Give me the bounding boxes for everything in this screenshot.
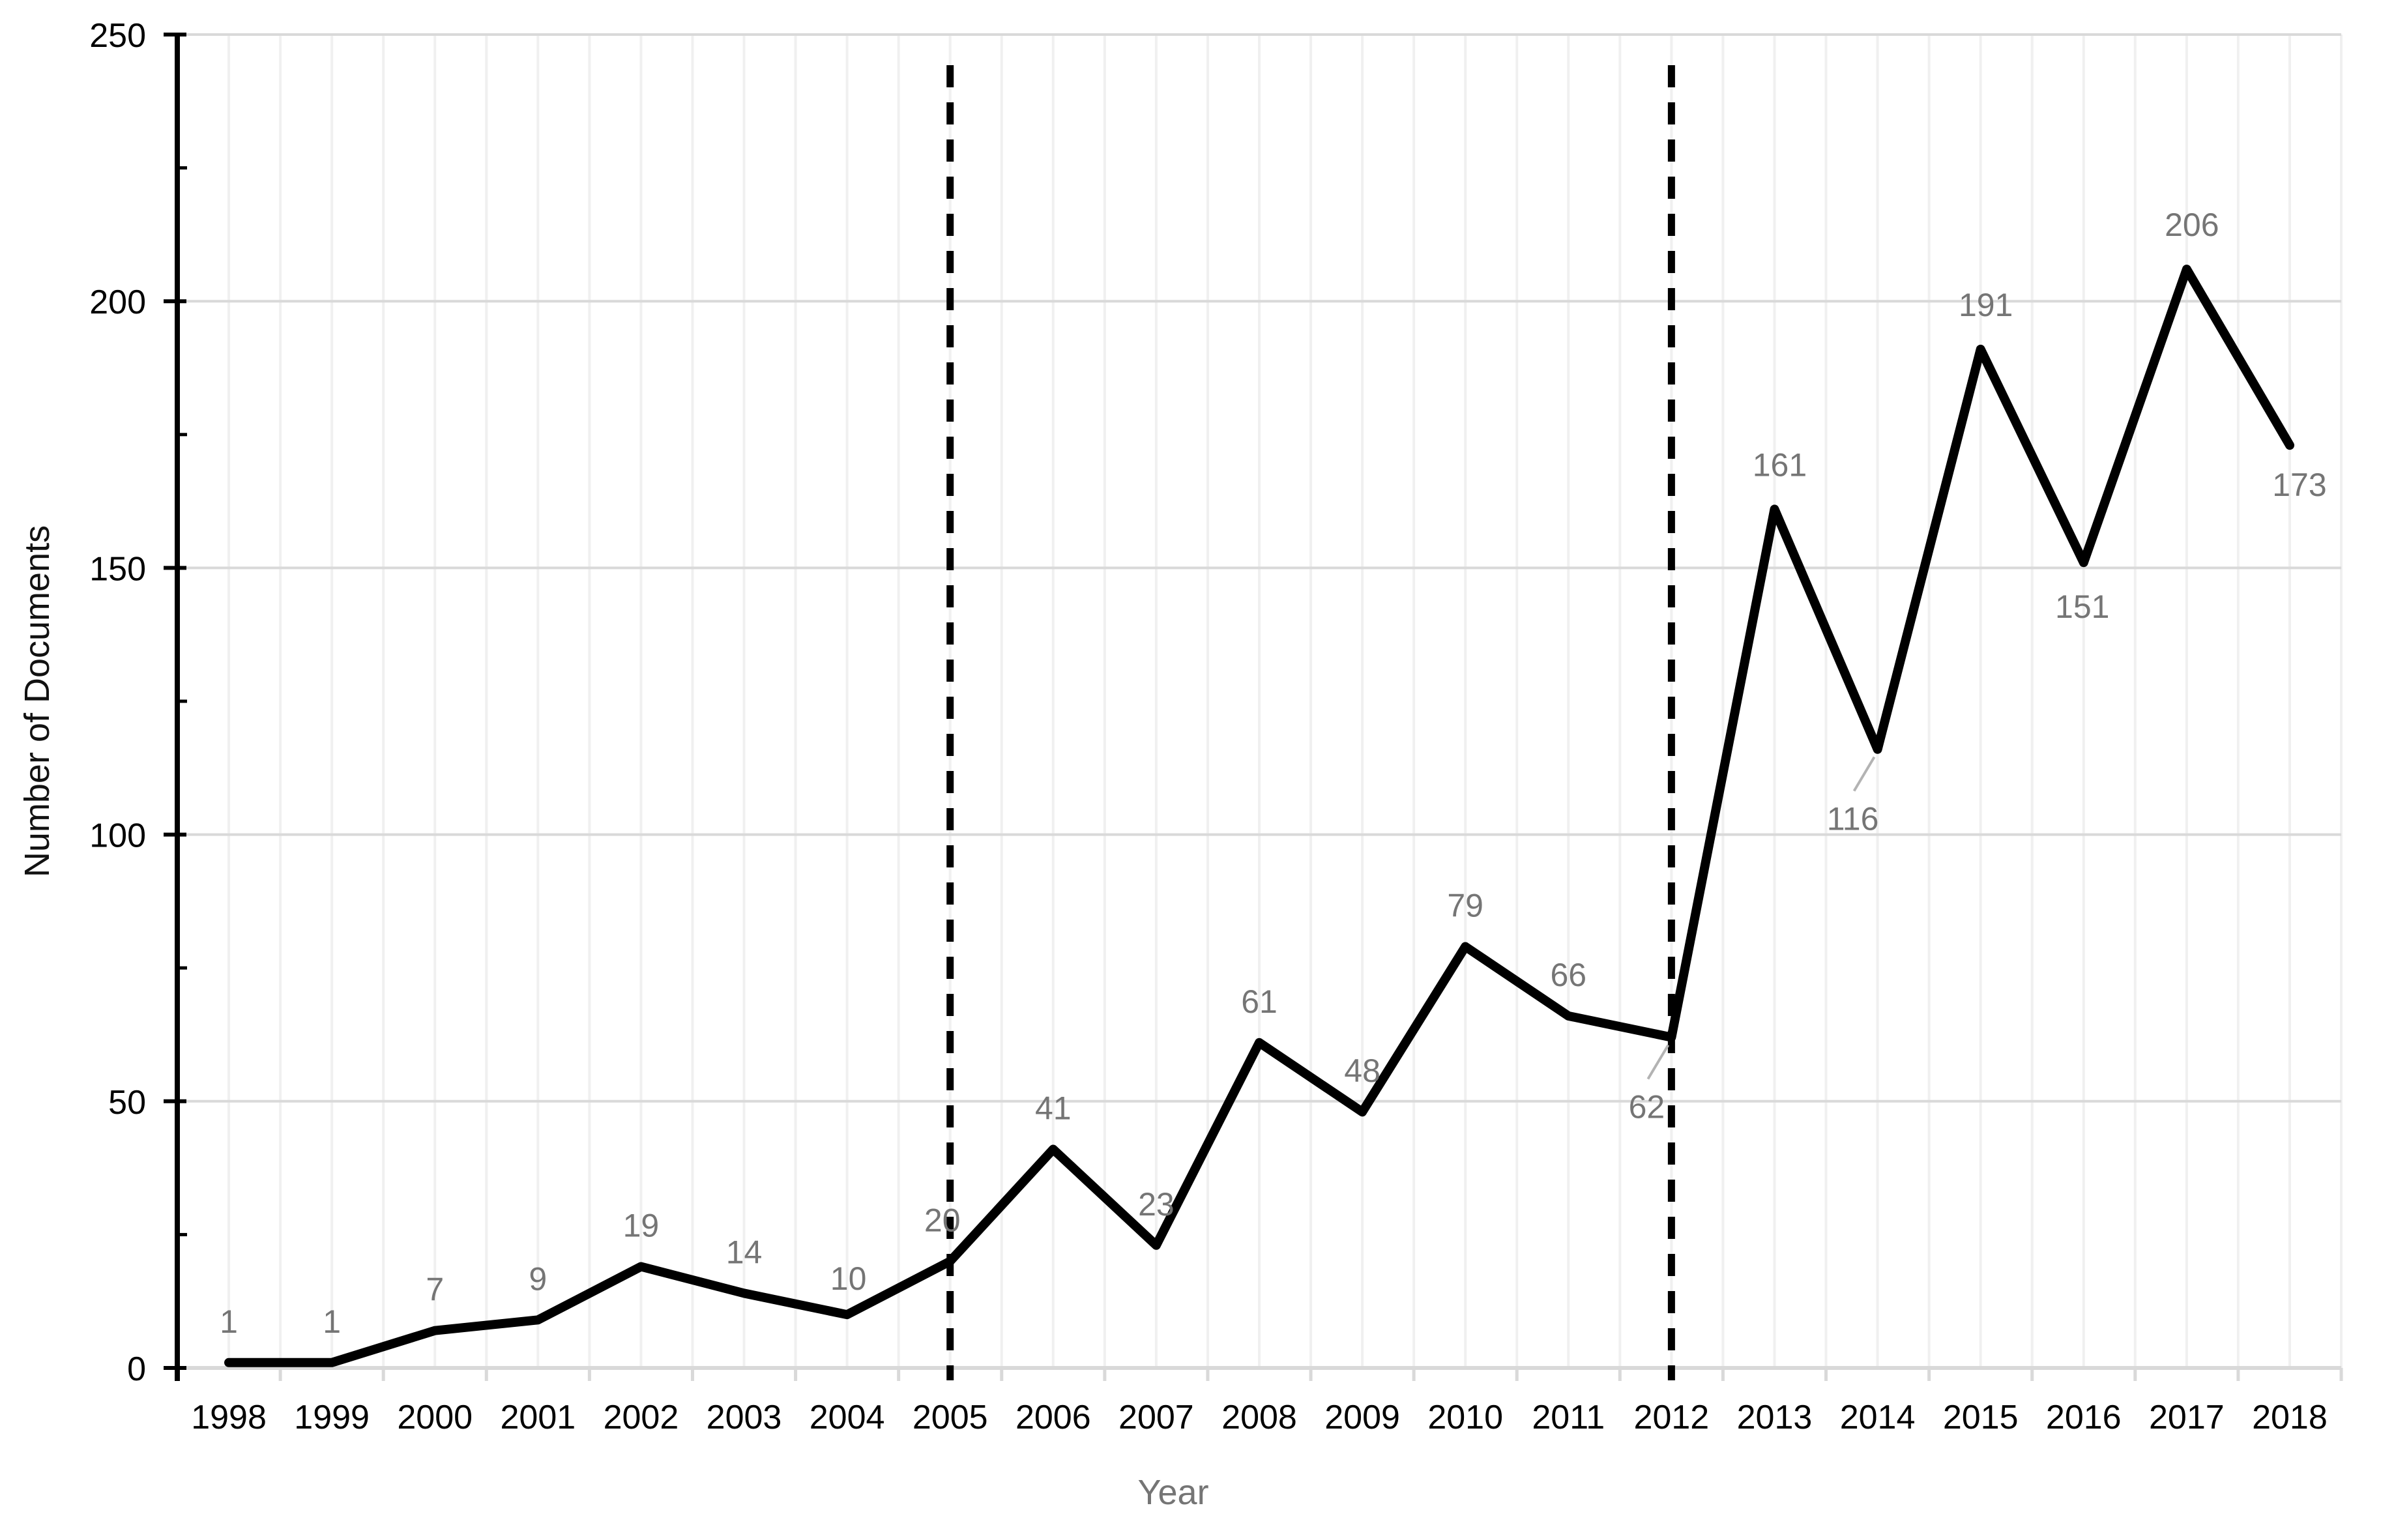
data-point-label: 48 bbox=[1344, 1053, 1380, 1089]
label-leader-lines bbox=[1646, 756, 1876, 1080]
x-tick-label: 2000 bbox=[397, 1399, 473, 1436]
x-tick-label: 1999 bbox=[294, 1399, 370, 1436]
horizontal-gridlines bbox=[177, 33, 2341, 1103]
y-axis-title: Number of Documents bbox=[18, 525, 57, 877]
x-tick-label: 2013 bbox=[1737, 1399, 1813, 1436]
x-tick-label: 1998 bbox=[191, 1399, 267, 1436]
x-axis-title: Year bbox=[1137, 1473, 1208, 1512]
data-point-label: 161 bbox=[1753, 446, 1807, 483]
label-leader-line bbox=[1852, 756, 1876, 792]
data-point-label: 151 bbox=[2055, 588, 2109, 625]
data-point-label: 62 bbox=[1629, 1089, 1665, 1126]
data-point-label: 7 bbox=[426, 1271, 444, 1308]
x-tick-label: 2005 bbox=[913, 1399, 988, 1436]
data-point-label: 61 bbox=[1241, 983, 1278, 1020]
x-tick-label: 2017 bbox=[2149, 1399, 2225, 1436]
x-tick-label: 2004 bbox=[810, 1399, 885, 1436]
x-tick-label: 2002 bbox=[604, 1399, 679, 1436]
x-tick-label: 2009 bbox=[1324, 1399, 1400, 1436]
y-tick-label: 150 bbox=[89, 550, 146, 588]
data-point-label: 66 bbox=[1550, 957, 1586, 993]
data-point-label: 1 bbox=[220, 1303, 238, 1340]
data-point-label: 9 bbox=[529, 1260, 547, 1297]
data-point-label: 19 bbox=[623, 1208, 660, 1244]
data-point-label: 23 bbox=[1138, 1186, 1175, 1223]
y-tick-label: 200 bbox=[89, 283, 146, 321]
x-tick-label: 2006 bbox=[1015, 1399, 1091, 1436]
label-leader-line bbox=[1646, 1044, 1670, 1080]
data-point-label: 79 bbox=[1447, 887, 1483, 923]
y-tick-label: 100 bbox=[89, 817, 146, 855]
x-tick-label: 2001 bbox=[500, 1399, 576, 1436]
x-tick-label: 2008 bbox=[1221, 1399, 1297, 1436]
x-tick-label: 2014 bbox=[1840, 1399, 1916, 1436]
x-tick-label: 2016 bbox=[2046, 1399, 2122, 1436]
x-tick-label: 2003 bbox=[707, 1399, 782, 1436]
x-tick-label: 2012 bbox=[1634, 1399, 1710, 1436]
y-tick-label: 250 bbox=[89, 17, 146, 55]
data-point-label: 173 bbox=[2272, 467, 2326, 503]
x-tick-label: 2015 bbox=[1943, 1399, 2019, 1436]
data-point-label: 10 bbox=[830, 1260, 867, 1297]
data-point-label: 41 bbox=[1035, 1090, 1072, 1126]
data-point-label: 20 bbox=[924, 1202, 961, 1238]
data-point-label: 14 bbox=[726, 1234, 763, 1270]
data-point-label: 206 bbox=[2165, 207, 2219, 243]
reference-lines bbox=[946, 65, 1675, 1380]
data-point-label: 1 bbox=[323, 1303, 341, 1340]
x-axis bbox=[175, 1366, 2343, 1381]
y-axis bbox=[164, 33, 187, 1381]
y-tick-label: 0 bbox=[127, 1350, 146, 1388]
series-line bbox=[224, 265, 2294, 1367]
data-point-label: 116 bbox=[1827, 801, 1879, 837]
data-point-label: 191 bbox=[1959, 287, 2013, 323]
data-point-labels: 1 17 9191410204123614879666216111619115120… bbox=[220, 207, 2327, 1340]
y-tick-labels: 0 50 100 150 200 250 bbox=[89, 17, 146, 1388]
x-tick-label: 2011 bbox=[1532, 1399, 1605, 1436]
x-tick-label: 2010 bbox=[1427, 1399, 1503, 1436]
data-line-series bbox=[224, 265, 2294, 1367]
x-tick-labels: 1998 1999 2000 2001 2002 2003 2004 2005 2006 2007… bbox=[191, 1399, 2328, 1436]
x-tick-label: 2007 bbox=[1118, 1399, 1194, 1436]
x-tick-label: 2018 bbox=[2252, 1399, 2328, 1436]
y-tick-label: 50 bbox=[108, 1084, 146, 1122]
vertical-gridlines bbox=[227, 35, 2343, 1368]
